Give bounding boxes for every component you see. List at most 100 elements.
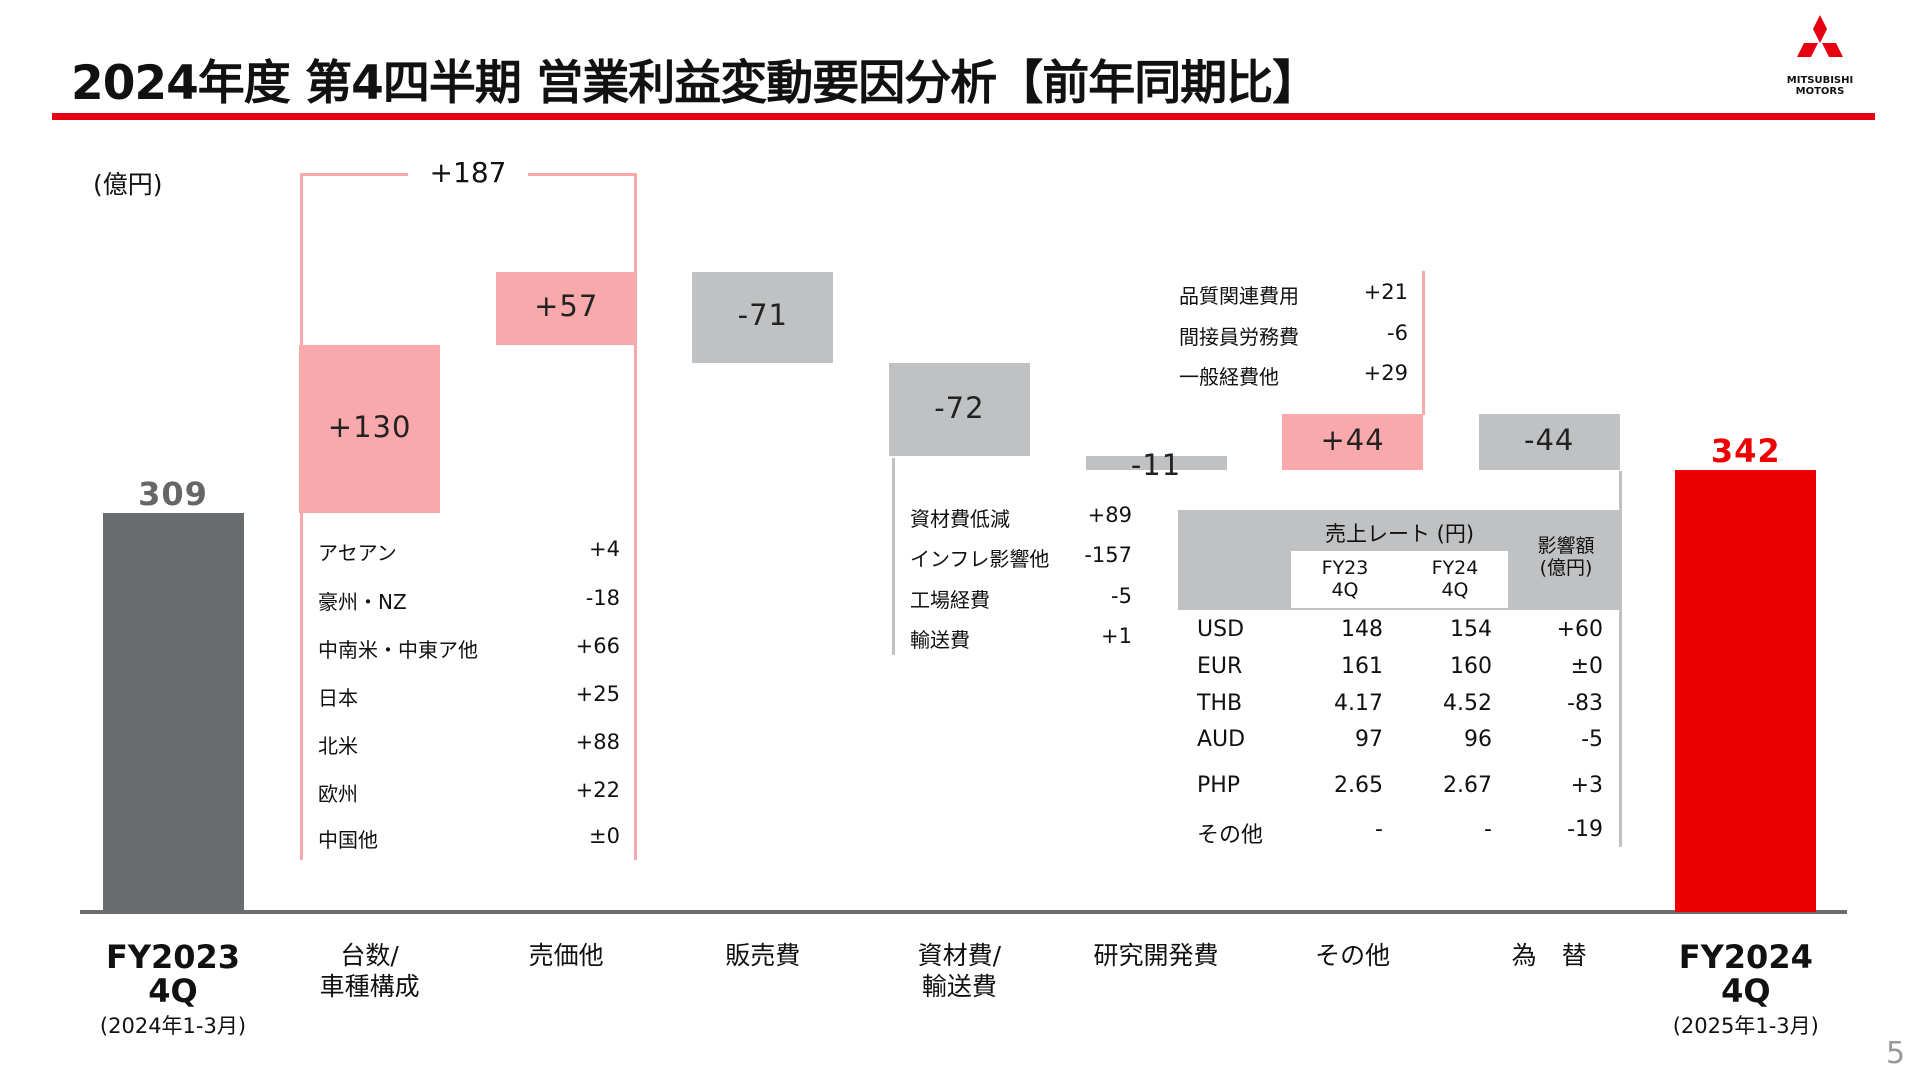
data-label-2: +57 [534,289,599,324]
bar-4 [888,363,1030,457]
bar-1 [299,345,441,514]
data-label-6: +44 [1320,423,1385,458]
fx-cell: 96 [1464,727,1492,752]
breakdown-label: アセアン [318,541,397,565]
fx-col-header-line: 影響額 [1537,535,1595,557]
breakdown-value: +88 [575,730,620,754]
category-line: 売価他 [528,941,604,970]
data-label-8: 342 [1710,432,1781,471]
data-label-5: -11 [1130,448,1182,483]
fx-header-title: 売上レート (円) [1324,522,1475,546]
data-label-7: -44 [1524,423,1575,458]
category-label-8: FY2024 4Q [1646,940,1846,1008]
x-axis-line [80,910,1847,914]
bar-7 [1478,413,1620,471]
bar-6 [1282,413,1424,471]
breakdown-label: 品質関連費用 [1179,284,1299,308]
category-line: FY2023 [105,938,241,976]
category-label-7: 為 替 [1449,940,1649,971]
breakdown-value: +25 [575,682,620,706]
category-label-2: 売価他 [466,940,666,971]
bar-0 [102,513,244,912]
breakdown-label: 工場経費 [910,588,990,612]
category-line: FY2024 [1678,938,1813,976]
bracket-label: +187 [429,156,507,189]
breakdown-value: +1 [1101,624,1132,648]
other-line [1422,271,1425,415]
fx-cell: +60 [1556,617,1603,642]
fx-col-header-line: 4Q [1441,579,1469,601]
fx-cell: -5 [1581,727,1603,752]
page-title: 2024年度 第4四半期 営業利益変動要因分析【前年同期比】 [71,56,1319,111]
breakdown-label: 欧州 [318,782,358,806]
bar-3 [692,271,834,364]
three-diamonds-icon [1797,15,1843,57]
fx-col-header: 影響額 (億円) [1516,535,1616,579]
breakdown-label: 日本 [318,686,358,710]
breakdown-value: -157 [1084,543,1132,567]
bracket-right [634,173,637,860]
fx-col-header: FY23 4Q [1295,557,1395,601]
breakdown-value: +29 [1363,361,1408,385]
category-line: 台数/ [340,941,399,970]
fx-col-header-line: FY24 [1431,557,1479,579]
fx-cell: 4.52 [1443,691,1492,716]
category-label-3: 販売費 [663,940,863,971]
fx-cell: 2.67 [1443,773,1492,798]
fx-col-header-line: (億円) [1539,557,1593,579]
breakdown-value: -18 [585,586,620,610]
breakdown-value: +4 [589,537,620,561]
breakdown-label: 中国他 [318,828,378,852]
fx-currency: その他 [1197,823,1264,848]
breakdown-value: -6 [1387,321,1408,345]
category-label-4: 資材費/輸送費 [859,940,1059,1002]
fx-cell: 2.65 [1334,773,1383,798]
logo-text: MITSUBISHI MOTORS [1786,75,1854,97]
unit-label: (億円) [93,170,163,199]
fx-cell: 161 [1341,654,1383,679]
bracket-line [528,173,635,176]
fx-col-header-line: 4Q [1331,579,1359,601]
page-number: 5 [1886,1036,1906,1071]
category-label-6: その他 [1253,940,1453,971]
breakdown-value: ±0 [589,824,620,848]
breakdown-label: 一般経費他 [1179,365,1279,389]
category-label-1: 台数/車種構成 [270,940,470,1002]
fx-line [1619,471,1622,847]
fx-cell: - [1375,817,1383,842]
fx-currency: AUD [1197,727,1246,752]
bracket-left [300,173,303,860]
fx-currency: PHP [1197,773,1241,798]
fx-cell: ±0 [1570,654,1603,679]
breakdown-value: +89 [1087,503,1132,527]
category-line: 研究開発費 [1093,941,1219,970]
breakdown-label: 資材費低減 [910,507,1010,531]
fx-cell: - [1484,817,1492,842]
data-label-3: -71 [737,298,788,333]
category-sub-8: (2025年1-3月) [1672,1014,1819,1038]
category-line: 輸送費 [921,972,997,1001]
data-label-1: +130 [327,410,412,445]
category-line: 資材費/ [917,941,1002,970]
title-underline [52,113,1875,120]
category-label-0: FY2023 4Q [73,940,273,1008]
breakdown-label: インフレ影響他 [910,547,1050,571]
breakdown-value: +21 [1363,280,1408,304]
fx-cell: 154 [1450,617,1492,642]
fx-cell: -83 [1567,691,1603,716]
fx-currency: USD [1197,617,1245,642]
fx-currency: THB [1197,691,1243,716]
fx-header-inner [1291,551,1508,608]
category-label-5: 研究開発費 [1056,940,1256,971]
category-line: 4Q [1721,972,1771,1010]
breakdown-label: 間接員労務費 [1179,325,1299,349]
fx-cell: -19 [1567,817,1603,842]
breakdown-label: 輸送費 [910,628,970,652]
fx-col-header: FY24 4Q [1405,557,1505,601]
breakdown-label: 北米 [318,734,358,758]
breakdown-value: +66 [575,634,620,658]
data-label-0: 309 [138,475,208,514]
material-line [892,458,895,655]
breakdown-label: 豪州・NZ [318,590,407,614]
category-line: 販売費 [725,941,801,970]
